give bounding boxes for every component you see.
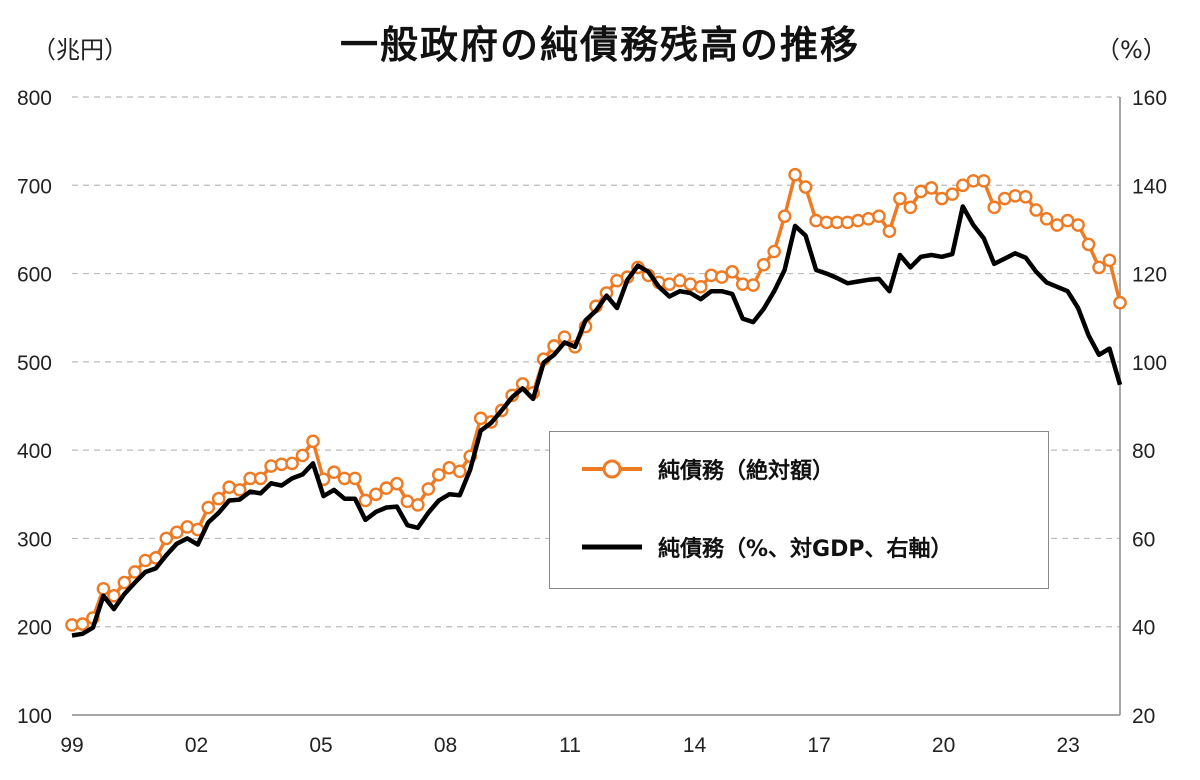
- data-point-absolute: [232, 483, 247, 497]
- chart-title: 一般政府の純債務残高の推移: [339, 23, 860, 67]
- data-point-absolute: [694, 280, 708, 294]
- x-tick-label: 02: [185, 734, 208, 757]
- data-point-absolute: [924, 181, 939, 195]
- x-tick-label: 05: [309, 734, 332, 757]
- data-point-absolute: [117, 575, 132, 590]
- data-point-absolute: [411, 498, 425, 512]
- data-point-absolute: [1113, 295, 1127, 310]
- data-point-absolute: [75, 617, 90, 631]
- data-point-absolute: [295, 448, 310, 463]
- left-tick-label: 700: [17, 175, 52, 198]
- legend-swatch-orange-circle-icon: [582, 459, 642, 479]
- data-point-absolute: [369, 487, 383, 502]
- axes: [72, 97, 1121, 716]
- left-tick-label: 600: [17, 264, 52, 287]
- left-axis-unit: （兆円）: [32, 36, 128, 64]
- legend-swatch-black-line-icon: [582, 544, 642, 550]
- data-point-absolute: [1029, 203, 1043, 217]
- data-point-absolute: [1102, 253, 1117, 268]
- data-point-absolute: [431, 468, 446, 482]
- x-tick-label: 20: [932, 734, 955, 757]
- data-point-absolute: [358, 493, 373, 508]
- data-point-absolute: [767, 244, 781, 259]
- data-point-absolute: [893, 191, 907, 206]
- right-tick-label: 120: [1132, 264, 1167, 287]
- legend-item-gdp: 純債務（%、対GDP、右軸）: [580, 532, 953, 562]
- data-point-absolute: [211, 491, 226, 506]
- data-point-absolute: [882, 224, 897, 238]
- data-point-absolute: [452, 464, 467, 479]
- right-tick-label: 60: [1132, 528, 1155, 551]
- data-point-absolute: [798, 180, 813, 194]
- x-tick-label: 99: [60, 734, 83, 757]
- left-tick-label: 300: [17, 528, 52, 551]
- legend-label-gdp: 純債務（%、対GDP、右軸）: [658, 537, 953, 562]
- data-point-absolute: [285, 456, 299, 471]
- left-tick-label: 200: [17, 617, 52, 640]
- data-point-absolute: [327, 465, 341, 480]
- data-point-absolute: [756, 257, 771, 272]
- data-point-absolute: [390, 476, 404, 491]
- data-point-absolute: [788, 167, 802, 182]
- data-point-absolute: [201, 500, 216, 515]
- right-tick-label: 40: [1132, 617, 1155, 640]
- left-tick-label: 500: [17, 352, 52, 375]
- right-axis-unit: （%）: [1096, 36, 1167, 64]
- series-debt-to-gdp: [71, 204, 1123, 638]
- data-point-absolute: [746, 278, 761, 292]
- data-point-absolute: [1018, 189, 1033, 204]
- data-point-absolute: [976, 174, 991, 188]
- x-tick-label: 17: [807, 734, 830, 757]
- right-tick-label: 80: [1132, 440, 1155, 463]
- right-tick-label: 140: [1132, 175, 1167, 198]
- x-tick-label: 23: [1056, 734, 1079, 757]
- data-point-absolute: [725, 265, 740, 279]
- data-point-absolute: [714, 270, 729, 284]
- series-absolute-debt: [65, 167, 1127, 632]
- series-line-gdp: [71, 204, 1123, 638]
- data-point-absolute: [987, 200, 1002, 215]
- data-point-absolute: [903, 200, 918, 215]
- left-tick-label: 400: [17, 440, 52, 463]
- data-point-absolute: [777, 209, 792, 223]
- data-point-absolute: [945, 187, 960, 201]
- data-point-absolute: [872, 209, 886, 223]
- data-point-absolute: [306, 434, 320, 449]
- legend-item-absolute: 純債務（絶対額）: [580, 454, 834, 484]
- data-point-absolute: [1092, 260, 1106, 275]
- left-tick-label: 100: [17, 705, 52, 728]
- data-point-absolute: [107, 589, 121, 603]
- left-tick-label: 800: [17, 87, 52, 110]
- right-tick-label: 100: [1132, 352, 1167, 375]
- x-tick-label: 08: [434, 734, 457, 757]
- x-tick-label: 11: [559, 734, 581, 757]
- right-tick-label: 160: [1132, 87, 1167, 110]
- data-point-absolute: [1071, 218, 1085, 232]
- data-point-absolute: [1039, 212, 1054, 226]
- data-point-absolute: [159, 531, 174, 546]
- data-point-absolute: [253, 471, 268, 486]
- x-tick-label: 14: [683, 734, 707, 757]
- legend-label-absolute: 純債務（絶対額）: [658, 459, 835, 484]
- right-tick-label: 20: [1132, 705, 1155, 728]
- data-point-absolute: [421, 482, 436, 496]
- tick-labels: 100 200 300 400 500 600 700 800 20 40 60 80 100 120 14…: [17, 87, 1167, 757]
- data-point-absolute: [128, 565, 142, 579]
- data-point-absolute: [1081, 237, 1096, 252]
- data-point-absolute: [96, 581, 111, 596]
- legend: 純債務（絶対額） 純債務（%、対GDP、右軸）: [549, 431, 1049, 589]
- data-point-absolute: [169, 525, 184, 540]
- data-point-absolute: [348, 471, 362, 486]
